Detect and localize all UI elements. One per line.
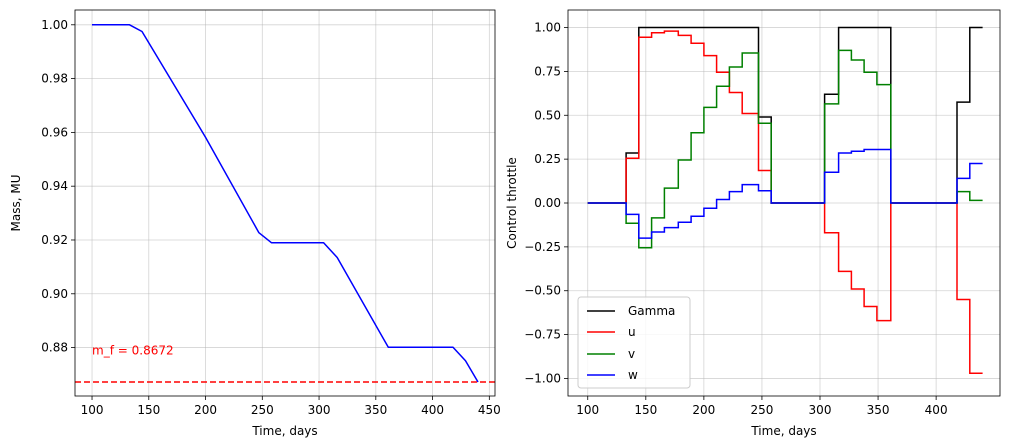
mass-x-tick-label: 450 [478,403,501,417]
legend-gamma-label: Gamma [628,304,675,318]
legend-box [577,296,691,389]
mass-x-tick-label: 250 [251,403,274,417]
control-x-tick-label: 400 [925,403,948,417]
control-x-tick-label: 100 [576,403,599,417]
mass-chart: 100 150 200 250 300 350 400 450 0.88 0.90 0.92 0.94… [9,9,501,438]
mass-x-tick-label: 300 [308,403,331,417]
mass-x-tick-label: 200 [194,403,217,417]
mass-series-line [92,24,479,383]
mass-axes-frame [74,9,496,397]
control-y-tick-label: 0.25 [534,152,561,166]
control-x-tick-label: 350 [867,403,890,417]
mass-y-tick-label: 0.90 [41,287,68,301]
mass-series [75,24,495,383]
control-y-tick-label: 1.00 [534,21,561,35]
control-series-w [587,148,983,239]
control-y-tick-label: 0.50 [534,108,561,122]
control-x-tick-label: 300 [809,403,832,417]
mass-y-tick-label: 0.96 [41,125,68,139]
legend-w-label: w [628,368,638,382]
control-ticks: 100 150 200 250 300 350 400 −1.00 −0.75 −0.50 −0.2… [524,21,947,417]
mass-y-tick-label: 0.92 [41,233,68,247]
mass-x-tick-label: 400 [421,403,444,417]
legend-u-label: u [628,325,636,339]
control-x-axis-label: Time, days [750,424,816,438]
mass-final-annotation: m_f = 0.8672 [92,343,174,357]
mass-x-tick-label: 100 [81,403,104,417]
mass-plot-area [75,10,495,396]
control-chart: 100 150 200 250 300 350 400 −1.00 −0.75 −0.50 −0.2… [505,9,1001,438]
mass-y-axis-label: Mass, MU [9,175,23,232]
control-series [587,26,983,374]
control-x-tick-label: 200 [692,403,715,417]
mass-y-tick-label: 1.00 [41,18,68,32]
control-y-tick-label: −1.00 [524,371,561,385]
mass-y-tick-label: 0.88 [41,341,68,355]
mass-ticks: 100 150 200 250 300 350 400 450 0.88 0.90 0.92 0.94… [41,18,500,417]
mass-x-tick-label: 350 [364,403,387,417]
control-series-v [587,49,983,249]
control-x-tick-label: 250 [750,403,773,417]
mass-x-axis-label: Time, days [251,424,317,438]
control-y-axis-label: Control throttle [505,157,519,249]
legend-v-label: v [628,347,635,361]
legend: Gamma u v w [577,296,691,389]
control-series-u [587,30,983,374]
control-y-tick-label: −0.75 [524,328,561,342]
mass-y-tick-label: 0.98 [41,72,68,86]
control-y-tick-label: 0.75 [534,64,561,78]
control-y-tick-label: 0.00 [534,196,561,210]
mass-x-tick-label: 150 [137,403,160,417]
control-y-tick-label: −0.25 [524,240,561,254]
mass-y-tick-label: 0.94 [41,179,68,193]
control-y-tick-label: −0.50 [524,284,561,298]
mass-grid [75,10,495,396]
control-x-tick-label: 150 [634,403,657,417]
